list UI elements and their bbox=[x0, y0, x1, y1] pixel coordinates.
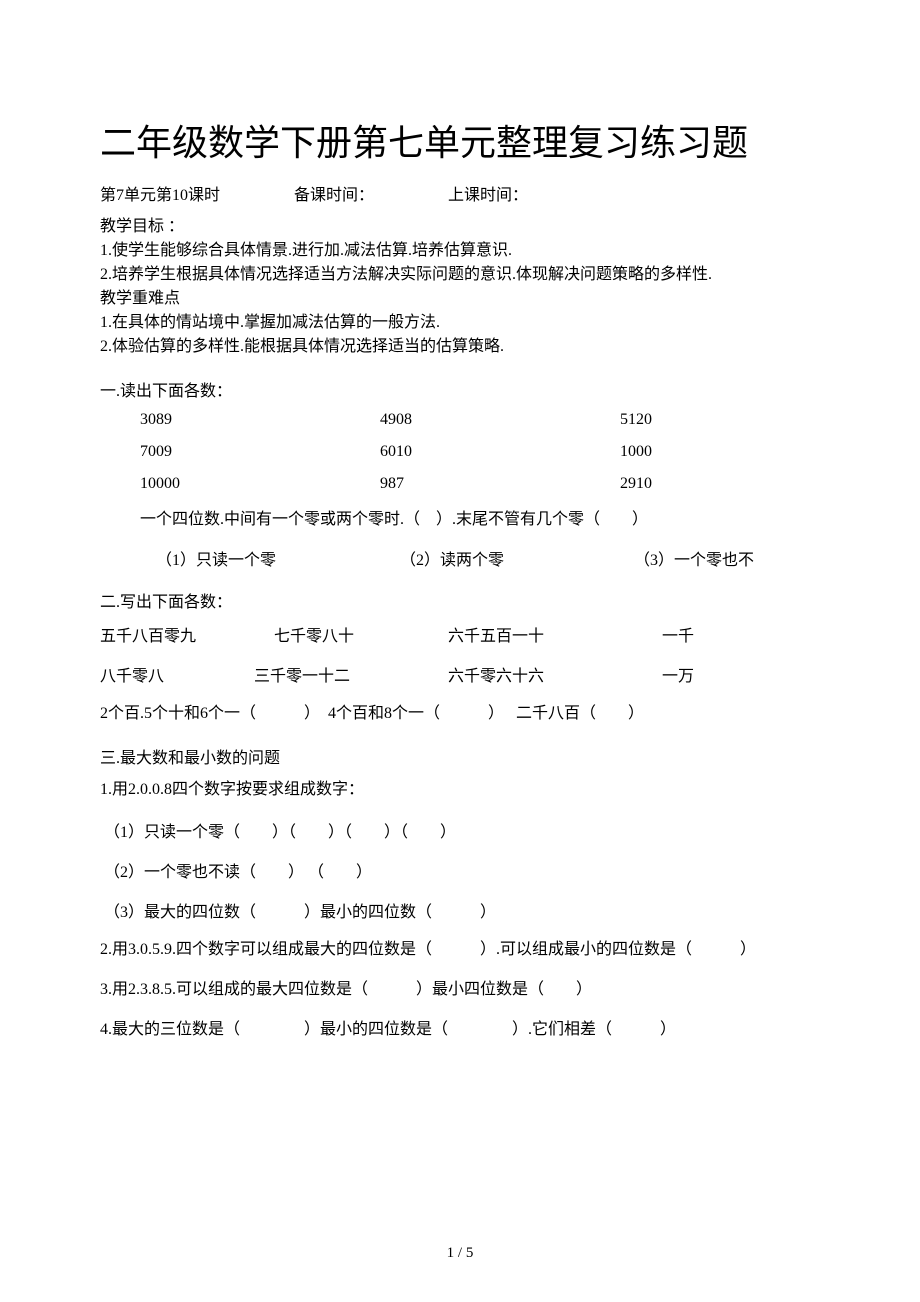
number-cell: 6010 bbox=[380, 443, 620, 461]
chinese-number: 五千八百零九 bbox=[100, 622, 270, 646]
chinese-number: 八千零八 bbox=[100, 662, 250, 686]
number-cell: 7009 bbox=[140, 443, 380, 461]
option-3: （3）一个零也不 bbox=[634, 546, 754, 570]
number-row-1: 3089 4908 5120 bbox=[140, 411, 820, 429]
page-number: 1 / 5 bbox=[0, 1245, 920, 1262]
teaching-objectives: 教学目标 ： 1.使学生能够综合具体情景.进行加.减法估算.培养估算意识. 2.… bbox=[100, 215, 820, 359]
zero-reading-rule: 一个四位数.中间有一个零或两个零时.（ ）.末尾不管有几个零（ ） bbox=[100, 507, 820, 533]
q3-3: 3.用2.3.8.5.可以组成的最大四位数是（ ）最小四位数是（ ） bbox=[100, 978, 820, 1002]
write-row-1: 五千八百零九 七千零八十 六千五百一十 一千 bbox=[100, 622, 820, 646]
objectives-heading: 教学目标 ： bbox=[100, 215, 820, 239]
number-cell: 2910 bbox=[620, 475, 820, 493]
number-row-2: 7009 6010 1000 bbox=[140, 443, 820, 461]
option-1: （1）只读一个零 bbox=[156, 546, 396, 570]
chinese-number: 七千零八十 bbox=[274, 622, 444, 646]
q3-1a: （1）只读一个零（ ）（ ）（ ）（ ） bbox=[100, 818, 820, 842]
q3-4: 4.最大的三位数是（ ）最小的四位数是（ ）.它们相差（ ） bbox=[100, 1018, 820, 1042]
chinese-number: 一千 bbox=[662, 622, 694, 646]
prep-time-label: 备课时间： bbox=[294, 181, 374, 205]
number-cell: 1000 bbox=[620, 443, 820, 461]
number-cell: 4908 bbox=[380, 411, 620, 429]
section-2-heading: 二.写出下面各数： bbox=[100, 588, 820, 612]
objective-1: 1.使学生能够综合具体情景.进行加.减法估算.培养估算意识. bbox=[100, 239, 820, 263]
section-1-heading: 一.读出下面各数： bbox=[100, 377, 820, 401]
lesson-meta: 第7单元第10课时 备课时间： 上课时间： bbox=[100, 181, 820, 205]
write-row-2: 八千零八 三千零一十二 六千零六十六 一万 bbox=[100, 662, 820, 686]
number-cell: 3089 bbox=[140, 411, 380, 429]
chinese-number: 三千零一十二 bbox=[254, 662, 444, 686]
objective-2: 2.培养学生根据具体情况选择适当方法解决实际问题的意识.体现解决问题策略的多样性… bbox=[100, 263, 820, 287]
number-cell: 5120 bbox=[620, 411, 820, 429]
option-2: （2）读两个零 bbox=[400, 546, 630, 570]
page-title: 二年级数学下册第七单元整理复习练习题 bbox=[100, 120, 820, 167]
number-cell: 10000 bbox=[140, 475, 380, 493]
document-page: 二年级数学下册第七单元整理复习练习题 第7单元第10课时 备课时间： 上课时间：… bbox=[0, 0, 920, 1302]
chinese-number: 六千零六十六 bbox=[448, 662, 658, 686]
chinese-number: 一万 bbox=[662, 662, 694, 686]
difficulty-2: 2.体验估算的多样性.能根据具体情况选择适当的估算策略. bbox=[100, 335, 820, 359]
chinese-number: 六千五百一十 bbox=[448, 622, 658, 646]
class-time-label: 上课时间： bbox=[448, 181, 528, 205]
zero-rule-options: （1）只读一个零 （2）读两个零 （3）一个零也不 bbox=[100, 546, 820, 570]
difficulty-heading: 教学重难点 bbox=[100, 287, 820, 311]
lesson-number: 第7单元第10课时 bbox=[100, 181, 220, 205]
section-3-heading: 三.最大数和最小数的问题 bbox=[100, 744, 820, 768]
number-cell: 987 bbox=[380, 475, 620, 493]
difficulty-1: 1.在具体的情站境中.掌握加减法估算的一般方法. bbox=[100, 311, 820, 335]
place-value-question: 2个百.5个十和6个一（ ） 4个百和8个一（ ） 二千八百（ ） bbox=[100, 702, 820, 726]
number-row-3: 10000 987 2910 bbox=[140, 475, 820, 493]
q3-2: 2.用3.0.5.9.四个数字可以组成最大的四位数是（ ）.可以组成最小的四位数… bbox=[100, 938, 820, 962]
number-reading-grid: 3089 4908 5120 7009 6010 1000 10000 987 … bbox=[100, 411, 820, 493]
q3-1: 1.用2.0.0.8四个数字按要求组成数字： bbox=[100, 778, 820, 802]
q3-1b: （2）一个零也不读（ ） （ ） bbox=[100, 858, 820, 882]
q3-1c: （3）最大的四位数（ ）最小的四位数（ ） bbox=[100, 898, 820, 922]
